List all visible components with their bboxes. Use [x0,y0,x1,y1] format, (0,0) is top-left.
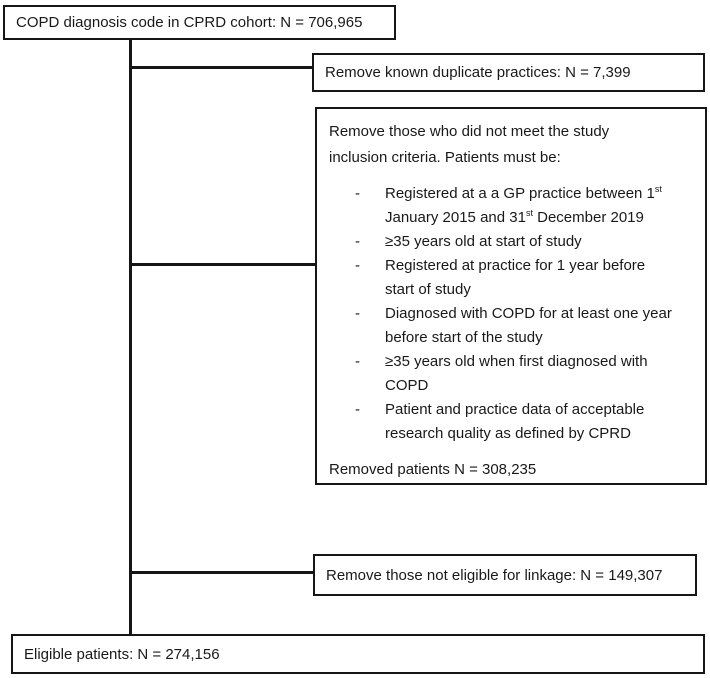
bullet-marker: - [355,233,360,250]
branch-line-duplicates [129,66,312,69]
cohort-box: COPD diagnosis code in CPRD cohort: N = … [3,5,396,40]
criteria-item-text: Diagnosed with COPD for at least one yea… [385,305,672,346]
linkage-box: Remove those not eligible for linkage: N… [313,554,697,596]
criteria-item-text: ≥35 years old at start of study [385,233,582,250]
linkage-box-text: Remove those not eligible for linkage: N… [326,566,663,584]
bullet-marker: - [355,353,360,370]
bullet-marker: - [355,257,360,274]
cohort-box-text: COPD diagnosis code in CPRD cohort: N = … [16,14,363,31]
criteria-item: - ≥35 years old at start of study [329,230,695,254]
criteria-footer: Removed patients N = 308,235 [329,461,537,478]
bullet-marker: - [355,401,360,418]
duplicate-practices-text: Remove known duplicate practices: N = 7,… [325,64,631,81]
criteria-item-text: ≥35 years old when first diagnosed with C… [385,353,648,394]
criteria-item-text: Registered at a a GP practice between 1s… [385,184,662,227]
bullet-marker: - [355,305,360,322]
eligible-patients-box: Eligible patients: N = 274,156 [11,634,705,674]
criteria-intro: Remove those who did not meet the study i… [329,123,610,166]
criteria-item: - Registered at practice for 1 year befor… [329,254,695,302]
criteria-item: - ≥35 years old when first diagnosed with… [329,350,695,398]
eligible-patients-text: Eligible patients: N = 274,156 [24,645,220,663]
duplicate-practices-box: Remove known duplicate practices: N = 7,… [312,53,705,92]
bullet-marker: - [355,185,360,202]
trunk-line [129,40,132,636]
criteria-item: - Patient and practice data of acceptable… [329,398,695,446]
criteria-item: - Diagnosed with COPD for at least one ye… [329,302,695,350]
criteria-list: - Registered at a a GP practice between 1… [329,182,695,446]
criteria-item-text: Patient and practice data of acceptable r… [385,401,645,442]
branch-line-criteria [129,263,315,266]
inclusion-criteria-box: Remove those who did not meet the study i… [315,107,707,485]
branch-line-linkage [129,571,313,574]
criteria-item: - Registered at a a GP practice between 1… [329,182,695,230]
criteria-item-text: Registered at practice for 1 year before… [385,257,646,298]
